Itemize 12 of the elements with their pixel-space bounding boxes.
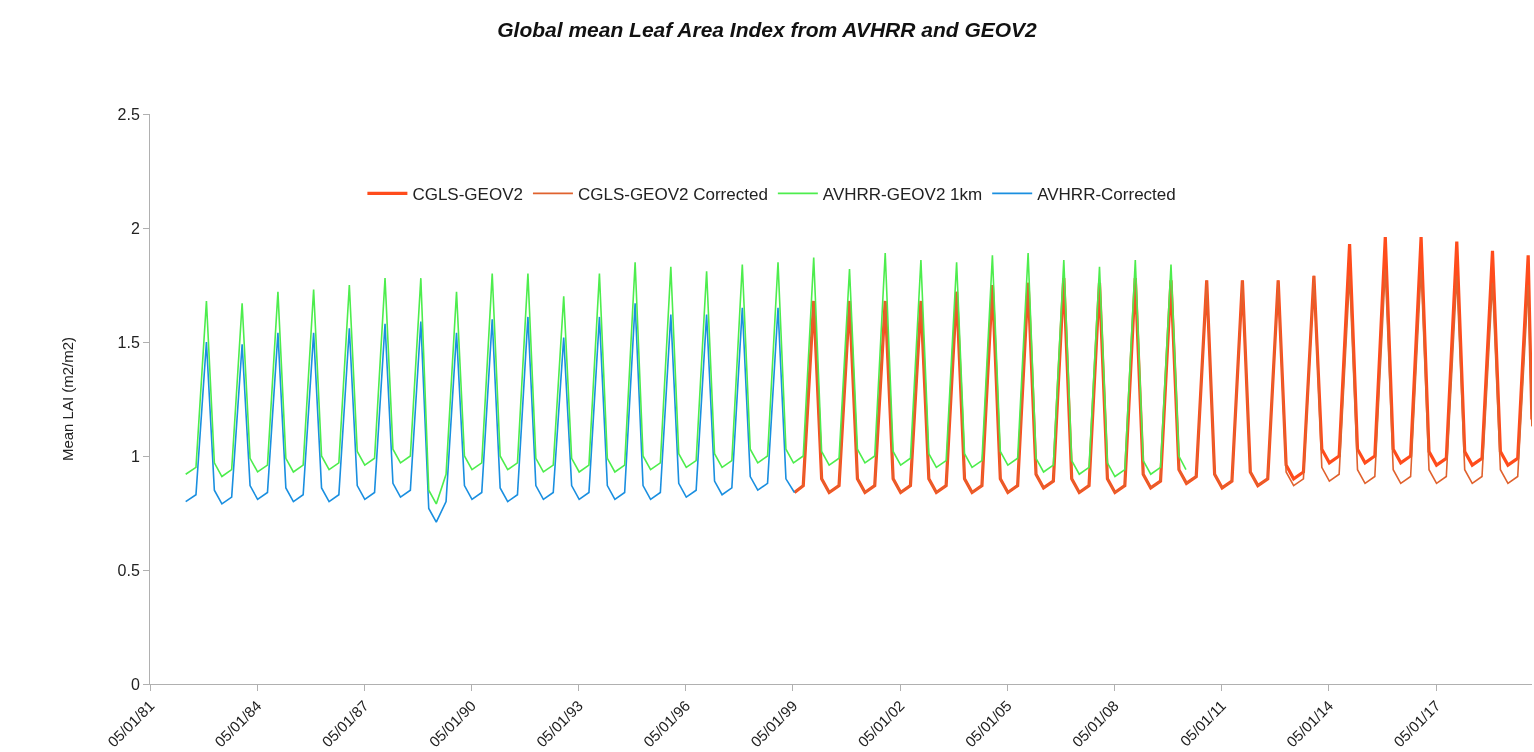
legend-label: CGLS-GEOV2 Corrected [577, 184, 768, 204]
y-axis-title: Mean LAI (m2/m2) [58, 336, 76, 462]
chart-title: Global mean Leaf Area Index from AVHRR and GEOV2 [497, 18, 1038, 42]
legend-label: AVHRR-Corrected [1037, 184, 1176, 204]
y-tick-label: 0.5 [117, 561, 140, 579]
y-tick-label: 2 [130, 219, 140, 237]
y-tick-label: 1.5 [117, 333, 140, 351]
y-tick-label: 2.5 [117, 105, 140, 123]
legend-label: AVHRR-GEOV2 1km [822, 184, 983, 204]
y-tick-label: 1 [130, 447, 140, 465]
legend-label: CGLS-GEOV2 [412, 184, 523, 204]
y-tick-label: 0 [130, 675, 140, 693]
